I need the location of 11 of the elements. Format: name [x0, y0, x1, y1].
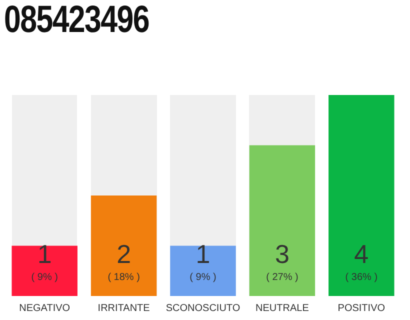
x-tick-label: NEUTRALE [256, 302, 310, 314]
x-tick-label: IRRITANTE [98, 302, 150, 314]
x-tick-label: NEGATIVO [19, 302, 70, 314]
data-label: 2 ( 18% ) [108, 239, 140, 283]
x-tick-label: SCONOSCIUTO [166, 302, 240, 314]
chart-title: 085423496 [4, 0, 149, 42]
data-label: 3 ( 27% ) [266, 239, 298, 283]
data-label: 4 ( 36% ) [345, 239, 378, 283]
data-label: 1 ( 9% ) [190, 239, 216, 283]
x-tick-label: POSITIVO [338, 302, 386, 314]
data-label: 1 ( 9% ) [31, 239, 58, 283]
